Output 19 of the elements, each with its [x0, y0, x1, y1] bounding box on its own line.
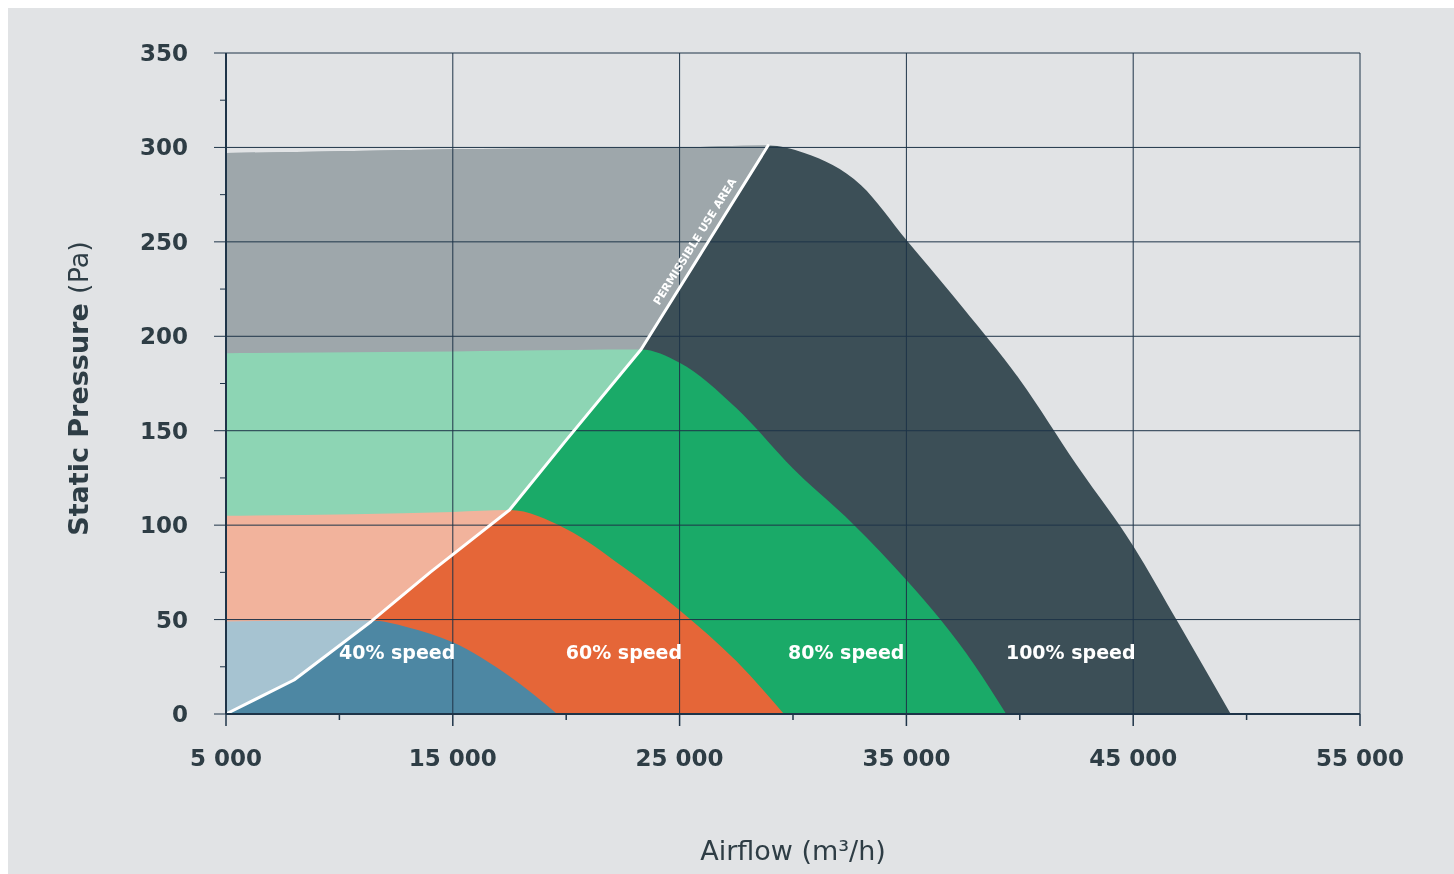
x-tick-label: 55 000 — [1315, 745, 1405, 771]
annotation: 80% speed — [788, 641, 905, 663]
y-axis-title: Static Pressure (Pa) — [63, 241, 94, 536]
x-axis-title: Airflow (m³/h) — [700, 835, 886, 866]
y-tick-label: 0 — [171, 701, 188, 728]
y-tick-label: 50 — [155, 606, 188, 633]
y-tick-label: 100 — [139, 512, 188, 539]
annotation: 100% speed — [1005, 641, 1136, 663]
y-tick-label: 150 — [139, 417, 188, 444]
x-tick-label: 45 000 — [1089, 745, 1178, 771]
y-tick-label: 200 — [139, 323, 188, 350]
x-tick-label: 25 000 — [635, 745, 724, 771]
y-tick-label: 250 — [139, 228, 188, 255]
x-tick-label: 15 000 — [408, 745, 497, 771]
annotation: 40% speed — [338, 641, 456, 663]
y-tick-label: 350 — [139, 40, 188, 67]
y-tick-label: 300 — [139, 134, 188, 161]
x-tick-label: 5 000 — [189, 745, 263, 771]
x-tick-label: 35 000 — [862, 745, 951, 771]
